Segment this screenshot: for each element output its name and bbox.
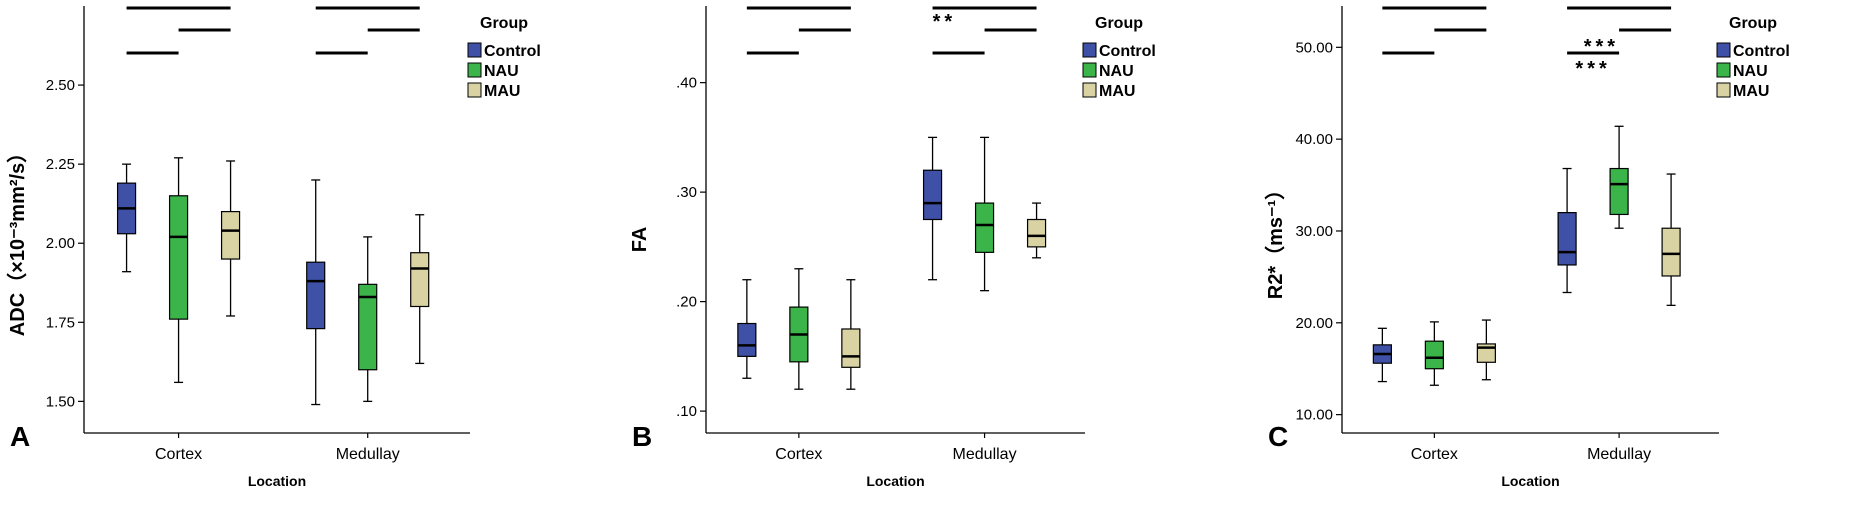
significance-stars: *** <box>1584 36 1619 58</box>
iqr-box <box>1609 167 1629 216</box>
boxplot-nau-cortex <box>789 268 809 390</box>
legend-label: MAU <box>1099 83 1135 100</box>
iqr-box <box>410 252 430 308</box>
legend-label: MAU <box>1733 83 1769 100</box>
legend-swatch-mau <box>1716 82 1731 98</box>
legend-label: MAU <box>484 83 520 100</box>
iqr-box <box>922 169 943 221</box>
legend-title: Group <box>1095 15 1143 32</box>
iqr-box <box>168 195 189 320</box>
boxplot-nau-cortex <box>1424 321 1444 386</box>
x-tick-label: Medullay <box>336 446 400 463</box>
x-axis-label: Location <box>866 473 924 489</box>
iqr-box <box>1557 212 1577 266</box>
y-tick-label: .30 <box>676 184 697 201</box>
legend-title: Group <box>1729 15 1777 32</box>
boxplot-nau-cortex <box>168 157 189 384</box>
boxplot-nau-medullay <box>974 136 995 292</box>
y-tick-label: 1.75 <box>46 314 75 331</box>
y-tick-label: .20 <box>676 294 697 311</box>
x-tick-label: Cortex <box>155 446 202 463</box>
chart-panel-A: 1.50 1.75 2.00 2.25 2.50 Cortex Medullay Locati… <box>6 6 541 489</box>
legend-swatch-control <box>1082 42 1097 58</box>
boxplot-control-medullay <box>1557 167 1577 294</box>
y-tick-label: 1.50 <box>46 393 75 410</box>
significance-stars: ** <box>933 11 957 33</box>
y-tick-label: 50.00 <box>1295 39 1333 56</box>
legend-label: Control <box>484 43 541 60</box>
legend-swatch-mau <box>1082 82 1097 98</box>
boxplot-mau-cortex <box>220 160 241 317</box>
iqr-box <box>841 328 861 368</box>
iqr-box <box>220 210 241 260</box>
y-tick-label: 40.00 <box>1295 131 1333 148</box>
panel-label: C <box>1268 421 1288 452</box>
x-tick-label: Medullay <box>953 446 1017 463</box>
x-axis-label: Location <box>1501 473 1559 489</box>
y-tick-label: .10 <box>676 403 697 420</box>
boxplot-nau-medullay <box>358 236 378 403</box>
iqr-box <box>1424 340 1444 370</box>
boxplot-control-medullay <box>306 179 326 406</box>
x-tick-label: Cortex <box>1411 446 1458 463</box>
panel-label: B <box>632 421 652 452</box>
y-tick-label: 20.00 <box>1295 315 1333 332</box>
boxplot-mau-cortex <box>841 279 861 390</box>
legend-swatch-nau <box>1082 62 1097 78</box>
legend-label: NAU <box>1733 63 1768 80</box>
y-tick-label: 2.00 <box>46 235 75 252</box>
boxplot-nau-medullay <box>1609 125 1629 229</box>
legend-swatch-mau <box>467 82 482 98</box>
boxplot-mau-cortex <box>1476 319 1496 381</box>
iqr-box <box>358 283 378 371</box>
boxplot-mau-medullay <box>410 214 430 365</box>
y-axis-label: ADC（×10⁻³mm²/s） <box>6 143 29 336</box>
legend-label: NAU <box>484 63 519 80</box>
x-tick-label: Medullay <box>1587 446 1651 463</box>
x-axis-label: Location <box>248 473 306 489</box>
boxplot-control-cortex <box>737 279 757 379</box>
panel-label: A <box>10 421 30 452</box>
legend-swatch-control <box>1716 42 1731 58</box>
boxplot-mau-medullay <box>1661 173 1681 307</box>
y-tick-label: 2.50 <box>46 77 75 94</box>
chart-panel-C: 10.00 20.00 30.00 40.00 50.00 Cortex Medullay L… <box>1264 6 1790 489</box>
y-tick-label: 30.00 <box>1295 223 1333 240</box>
legend-label: Control <box>1099 43 1156 60</box>
legend-swatch-nau <box>1716 62 1731 78</box>
legend-label: NAU <box>1099 63 1134 80</box>
x-tick-label: Cortex <box>775 446 822 463</box>
iqr-box <box>974 202 995 253</box>
boxplot-control-medullay <box>922 136 943 281</box>
boxplot-control-cortex <box>116 163 137 273</box>
y-axis-label: R2*（ms⁻¹） <box>1264 180 1287 299</box>
iqr-box <box>1661 227 1681 277</box>
boxplot-control-cortex <box>1372 327 1392 383</box>
legend-label: Control <box>1733 43 1790 60</box>
legend-swatch-control <box>467 42 482 58</box>
iqr-box <box>737 322 757 357</box>
iqr-box <box>306 261 326 330</box>
y-tick-label: 2.25 <box>46 156 75 173</box>
legend-title: Group <box>480 15 528 32</box>
significance-stars: *** <box>1575 58 1610 80</box>
legend-swatch-nau <box>467 62 482 78</box>
y-tick-label: .40 <box>676 75 697 92</box>
y-axis-label: FA <box>629 227 651 253</box>
chart-panel-B: .10 .20 .30 .40 Cortex Medullay Location FA B ** G… <box>629 6 1156 489</box>
boxplot-mau-medullay <box>1026 202 1047 259</box>
iqr-box <box>1026 218 1047 248</box>
y-tick-label: 10.00 <box>1295 407 1333 424</box>
